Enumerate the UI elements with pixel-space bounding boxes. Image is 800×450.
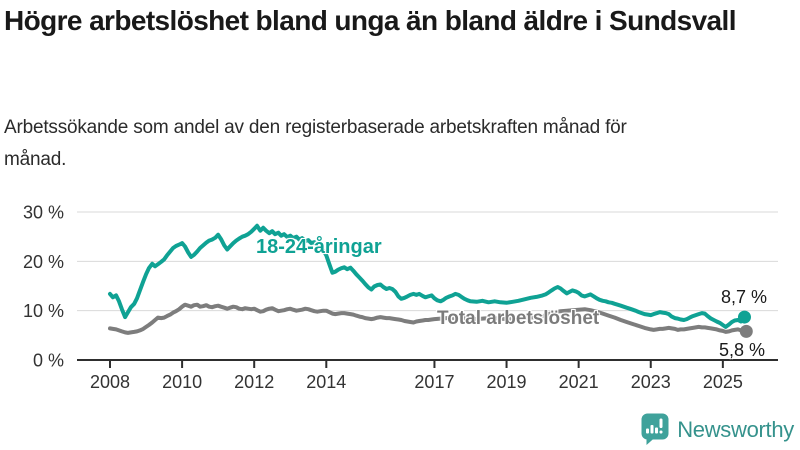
x-tick-label: 2019 — [487, 372, 527, 392]
x-tick-label: 2010 — [162, 372, 202, 392]
x-tick-label: 2023 — [631, 372, 671, 392]
page-subtitle: Arbetssökande som andel av den registerb… — [4, 117, 627, 171]
y-tick-label: 0 % — [33, 351, 64, 371]
end-value-label-total: 5,8 % — [718, 340, 765, 360]
y-tick-label: 10 % — [23, 301, 64, 321]
end-value-label-18-24: 8,7 % — [720, 287, 767, 307]
x-tick-label: 2017 — [414, 372, 454, 392]
series-end-dot — [737, 310, 751, 324]
series-line-18-24-åringar — [108, 223, 747, 329]
y-tick-label: 30 % — [23, 203, 64, 223]
series-end-dot — [739, 324, 753, 338]
x-tick-label: 2021 — [559, 372, 599, 392]
x-tick-label: 2008 — [90, 372, 130, 392]
x-tick-label: 2012 — [234, 372, 274, 392]
newsworthy-icon — [641, 413, 669, 445]
newsworthy-wordmark: Newsworthy — [677, 416, 794, 442]
series-label-18-24: 18-24-åringar — [256, 236, 382, 258]
y-tick-label: 20 % — [23, 252, 64, 272]
series-label-total: Total arbetslöshet — [437, 308, 600, 329]
x-tick-label: 2014 — [306, 372, 346, 392]
series-line-total-arbetslöshet — [108, 302, 749, 335]
x-tick-label: 2025 — [703, 372, 743, 392]
page-title: Högre arbetslöshet bland unga än bland ä… — [4, 5, 736, 36]
newsworthy-logo[interactable]: Newsworthy — [641, 413, 794, 446]
